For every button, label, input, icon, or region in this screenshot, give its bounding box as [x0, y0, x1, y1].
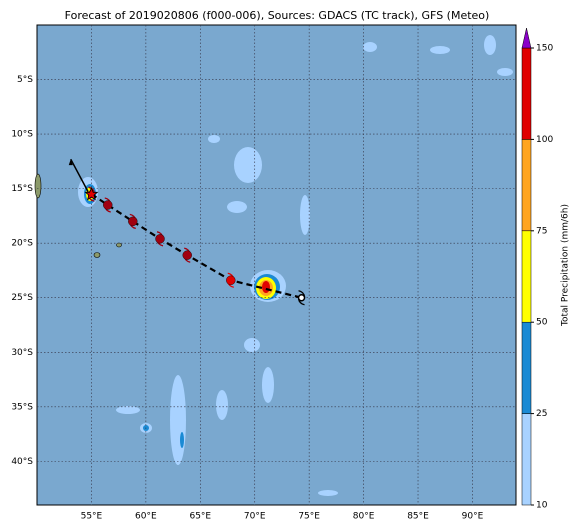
ocean	[36, 24, 517, 506]
x-tick-label: 90°E	[462, 512, 484, 522]
colorbar-segment	[521, 321, 532, 414]
precip-area	[497, 68, 513, 76]
island	[34, 173, 42, 199]
precip-area	[208, 135, 220, 143]
precip-area	[244, 338, 260, 352]
island	[93, 252, 101, 258]
colorbar-tick-label: 100	[536, 135, 553, 145]
track-point	[128, 216, 138, 227]
track-point	[297, 293, 306, 302]
track-point	[226, 275, 236, 285]
precip-area	[180, 432, 184, 448]
x-tick-label: 55°E	[81, 512, 103, 522]
precip-area	[234, 147, 262, 183]
arrow-head	[68, 159, 73, 166]
y-tick-label: 30°S	[11, 348, 33, 358]
colorbar-tick-label: 10	[536, 501, 548, 511]
y-tick-label: 15°S	[11, 184, 33, 194]
graticule	[37, 25, 516, 505]
past-track	[70, 158, 89, 193]
precip-area	[262, 281, 270, 293]
x-tick-label: 80°E	[353, 512, 375, 522]
precip-area	[216, 390, 228, 420]
y-tick-label: 5°S	[17, 75, 33, 85]
x-tick-label: 60°E	[135, 512, 157, 522]
colorbar-tick-label: 150	[536, 44, 553, 54]
x-tick-label: 65°E	[189, 512, 211, 522]
colorbar-tick-label: 75	[536, 226, 547, 236]
colorbar-tick-label: 25	[536, 409, 547, 419]
precip-area	[300, 195, 310, 235]
y-tick-label: 20°S	[11, 239, 33, 249]
precip-area	[170, 375, 186, 465]
colorbar-segment	[521, 139, 532, 232]
island	[116, 242, 122, 248]
colorbar-segment	[521, 413, 532, 506]
precip-area	[430, 46, 450, 54]
colorbar-tick-label: 50	[536, 318, 548, 328]
precip-area	[318, 490, 338, 496]
precip-fields	[78, 35, 513, 496]
colorbar-label: Total Precipitation (mm/6h)	[561, 204, 571, 327]
colorbar-segment	[521, 230, 532, 323]
precip-area	[116, 406, 140, 414]
precip-area	[227, 201, 247, 213]
y-tick-label: 40°S	[11, 457, 33, 467]
precip-area	[363, 42, 377, 52]
map-title: Forecast of 2019020806 (f000-006), Sourc…	[65, 9, 490, 22]
y-tick-label: 25°S	[11, 293, 33, 303]
track-point	[155, 234, 165, 244]
islands	[34, 173, 122, 258]
track-point	[182, 250, 192, 260]
x-tick-label: 70°E	[244, 512, 266, 522]
storm-track	[68, 158, 306, 306]
colorbar-extend	[521, 27, 532, 49]
precip-area	[484, 35, 496, 55]
colorbar-segment	[521, 47, 532, 140]
y-tick-label: 10°S	[11, 130, 33, 140]
colorbar: 10 25 50 75 100 150	[521, 27, 553, 511]
y-tick-label: 35°S	[11, 402, 33, 412]
track-point	[103, 200, 113, 210]
precip-area	[262, 367, 274, 403]
x-tick-label: 75°E	[298, 512, 320, 522]
x-tick-label: 85°E	[407, 512, 429, 522]
track-point	[84, 187, 99, 201]
